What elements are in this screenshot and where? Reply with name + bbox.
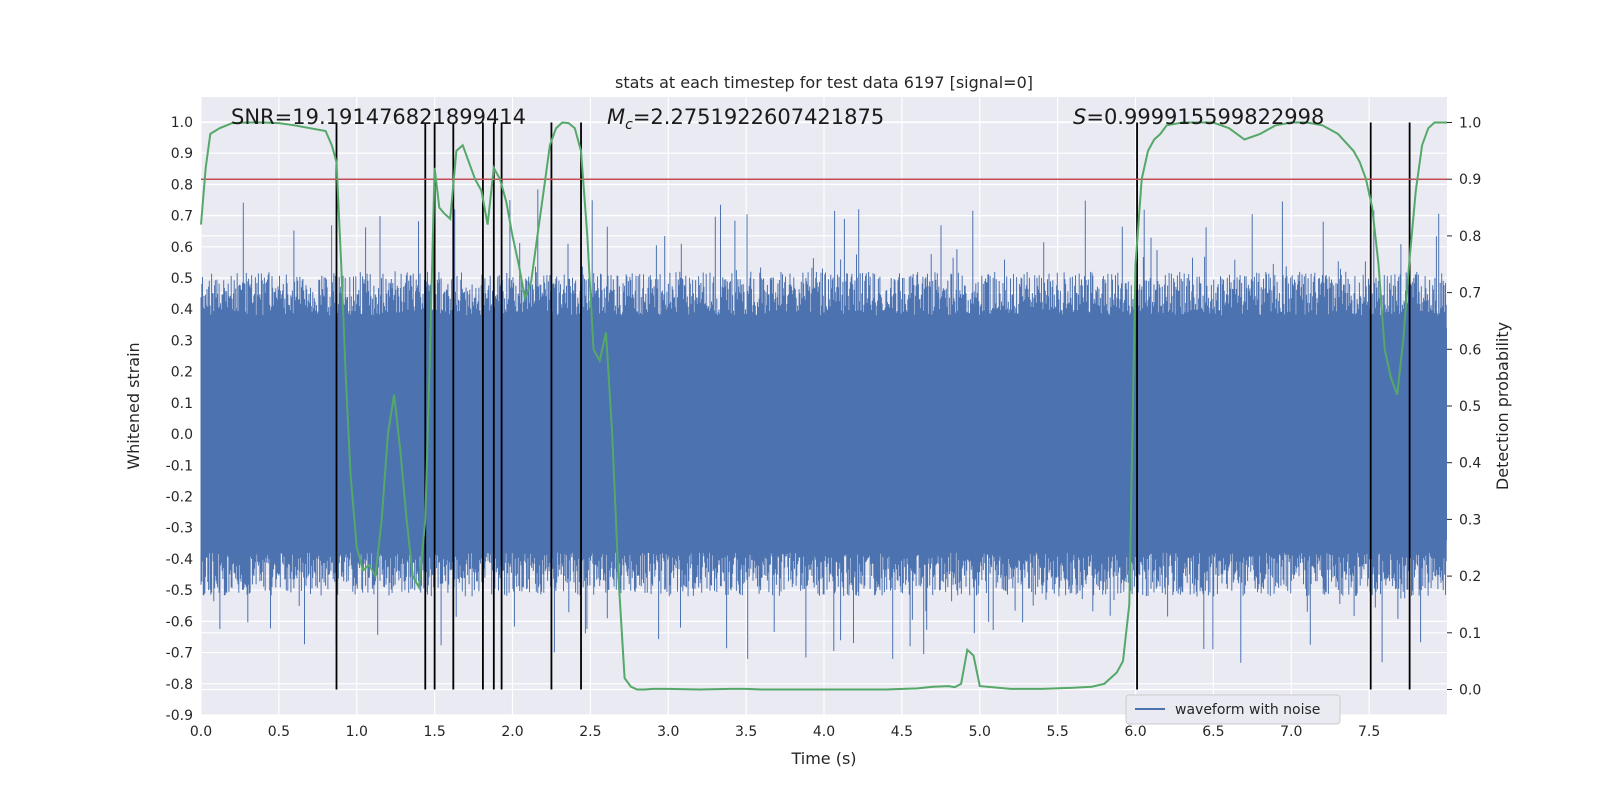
y2-tick-label: 0.5 xyxy=(1459,399,1481,415)
x-tick-label: 0.0 xyxy=(190,724,212,740)
y2-tick-label: 0.6 xyxy=(1459,342,1481,358)
x-tick-label: 3.5 xyxy=(735,724,757,740)
x-tick-label: 6.5 xyxy=(1202,724,1224,740)
y-tick-label: 0.1 xyxy=(171,396,193,412)
x-tick-label: 2.0 xyxy=(501,724,523,740)
y-tick-label: -0.3 xyxy=(166,521,193,537)
y-tick-label: 0.3 xyxy=(171,333,193,349)
y-tick-label: -0.7 xyxy=(166,646,193,662)
y2-tick-label: 0.2 xyxy=(1459,569,1481,585)
detection-probability-line xyxy=(200,121,1447,691)
x-tick-label: 1.0 xyxy=(346,724,368,740)
y-tick-label: 0.7 xyxy=(171,209,193,225)
y-tick-label: 0.6 xyxy=(171,240,193,256)
y2-tick-label: 0.7 xyxy=(1459,286,1481,302)
y-tick-label: 0.9 xyxy=(171,146,193,162)
x-tick-label: 7.0 xyxy=(1280,724,1302,740)
mc-symbol: M xyxy=(607,105,625,129)
y2-tick-label: 0.1 xyxy=(1459,626,1481,642)
y-tick-label: -0.6 xyxy=(166,614,193,630)
y-tick-label: -0.2 xyxy=(166,490,193,506)
y2-tick-label: 0.0 xyxy=(1459,682,1481,698)
waveform-trace xyxy=(200,189,1447,663)
y-tick-label: -0.1 xyxy=(166,458,193,474)
y-axis-ticks: -0.9 -0.8 -0.7 -0.6 -0.5 -0.4 -0.3 -0.2 -0.1 0.0 0… xyxy=(166,115,193,724)
x-tick-label: 7.5 xyxy=(1358,724,1380,740)
s-symbol: S xyxy=(1073,105,1086,129)
trigger-lines xyxy=(335,122,1411,690)
significance-annotation: S=0.999915599822998 xyxy=(1073,105,1324,129)
x-tick-label: 5.0 xyxy=(969,724,991,740)
mc-subscript: c xyxy=(625,117,633,133)
y2-axis-label: Detection probability xyxy=(1493,322,1512,490)
waveform-with-noise xyxy=(200,189,1447,663)
mc-value: =2.2751922607421875 xyxy=(633,105,884,129)
chirp-mass-annotation: Mc=2.2751922607421875 xyxy=(607,105,884,133)
y-tick-label: 0.2 xyxy=(171,365,193,381)
y-tick-label: 0.8 xyxy=(171,177,193,193)
y-tick-label: -0.4 xyxy=(166,552,193,568)
y2-tick-label: 0.3 xyxy=(1459,512,1481,528)
x-tick-label: 4.5 xyxy=(891,724,913,740)
snr-annotation: SNR=19.191476821899414 xyxy=(231,105,526,129)
y2-tick-label: 0.9 xyxy=(1459,172,1481,188)
y-tick-label: 1.0 xyxy=(171,115,193,131)
y-axis-label: Whitened strain xyxy=(124,342,143,469)
y2-tick-label: 1.0 xyxy=(1459,116,1481,132)
x-tick-label: 4.0 xyxy=(813,724,835,740)
x-tick-label: 6.0 xyxy=(1124,724,1146,740)
y-tick-label: 0.4 xyxy=(171,302,193,318)
x-tick-label: 3.0 xyxy=(657,724,679,740)
legend-box xyxy=(1125,694,1341,725)
s-value: =0.999915599822998 xyxy=(1086,105,1324,129)
x-tick-label: 5.5 xyxy=(1046,724,1068,740)
legend-entry: waveform with noise xyxy=(1175,702,1320,718)
y2-tick-label: 0.8 xyxy=(1459,229,1481,245)
x-axis-ticks: 0.0 0.5 1.0 1.5 2.0 2.5 3.0 3.5 4.0 4.5 5.0 5.5 6.0 6… xyxy=(190,724,1380,740)
x-tick-label: 2.5 xyxy=(579,724,601,740)
x-tick-label: 1.5 xyxy=(423,724,445,740)
x-axis-label: Time (s) xyxy=(790,749,856,768)
y2-axis-ticks: 0.0 0.1 0.2 0.3 0.4 0.5 0.6 0.7 0.8 0.9 1.0 xyxy=(1447,116,1481,698)
x-tick-label: 0.5 xyxy=(268,724,290,740)
legend: waveform with noise xyxy=(1125,694,1341,725)
y2-tick-label: 0.4 xyxy=(1459,456,1481,472)
y-tick-label: 0.5 xyxy=(171,271,193,287)
y-tick-label: -0.8 xyxy=(166,677,193,693)
chart-title: stats at each timestep for test data 619… xyxy=(615,73,1033,92)
y-tick-label: 0.0 xyxy=(171,427,193,443)
y-tick-label: -0.5 xyxy=(166,583,193,599)
y-tick-label: -0.9 xyxy=(166,708,193,724)
